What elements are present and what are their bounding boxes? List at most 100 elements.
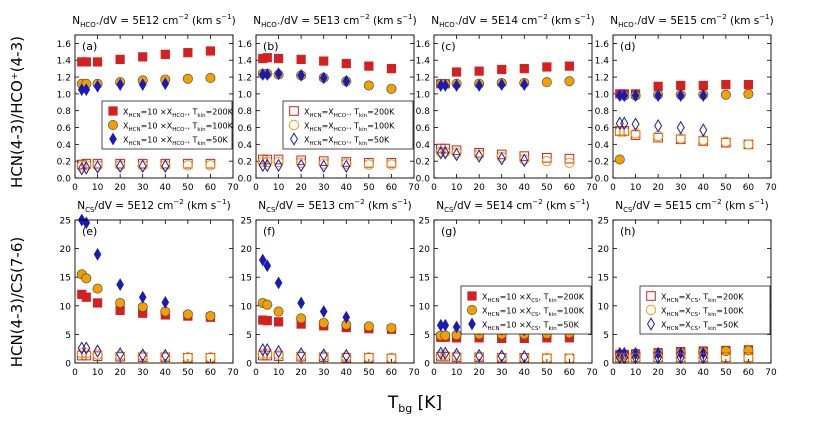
text-part: N [77, 200, 85, 212]
text-part: , T [539, 307, 549, 316]
series-10x-tkin-50k [615, 89, 708, 102]
data-point [138, 52, 148, 62]
data-point [564, 76, 575, 87]
text-part: ) [232, 15, 236, 27]
text-part: HCN [309, 127, 321, 133]
data-point [319, 71, 328, 85]
x-tick-label: 70 [586, 368, 598, 378]
text-part: /dV = 5E12 cm [100, 15, 179, 27]
text-part: −2 [178, 13, 188, 21]
text-part: CS [531, 326, 539, 332]
text-part: N [72, 15, 80, 27]
text-part: , T [349, 108, 359, 117]
y-tick-label: 25 [60, 217, 71, 227]
text-part: X [661, 321, 667, 330]
xlabel-unit: [K] [412, 393, 442, 413]
data-point [138, 290, 147, 304]
text-part: −2 [354, 198, 364, 206]
data-point [273, 53, 284, 64]
text-part: HCO⁺ [334, 112, 349, 119]
text-part: /dV = 5E14 cm [459, 15, 538, 27]
data-point [297, 296, 305, 310]
data-point [82, 161, 91, 175]
text-part: ) [586, 200, 590, 212]
y-tick-label: 1.6 [238, 40, 253, 50]
y-tick-label: 0.0 [57, 175, 72, 185]
y-tick-label: 0.6 [416, 124, 431, 134]
series-10x-tkin-50k [77, 77, 170, 97]
legend-marker [645, 304, 657, 316]
y-tick-label: 0.2 [595, 158, 609, 168]
text-part: kin [549, 298, 558, 304]
axes-frame [74, 34, 234, 179]
y-tick-label: 20 [598, 245, 610, 255]
data-point [564, 157, 575, 169]
data-point [542, 153, 552, 163]
data-point [92, 349, 103, 360]
legend-box [639, 285, 771, 335]
panel-label: (c) [441, 40, 456, 53]
data-point [273, 156, 284, 168]
x-tick-label: 30 [675, 183, 687, 193]
data-point [743, 80, 754, 90]
panel-label: (h) [620, 225, 636, 238]
text-part: CS [266, 206, 276, 214]
text-part: HCN [666, 298, 678, 304]
y-tick-label: 1.0 [238, 90, 253, 100]
x-tick-label: 70 [586, 183, 598, 193]
data-point [654, 89, 662, 102]
text-part: HCO⁺ [334, 140, 349, 147]
data-point [342, 310, 351, 324]
panel-title: NHCO⁺/dV = 5E12 cm−2 (km s−1) [72, 13, 235, 29]
series-1x-tkin-100k [257, 156, 397, 170]
data-point [319, 348, 328, 362]
panel-label: (g) [441, 225, 457, 238]
y-tick-label: 0.6 [595, 124, 610, 134]
text-part: , T [539, 293, 549, 302]
data-point [296, 313, 307, 324]
y-tick-label: 0.8 [238, 107, 253, 117]
x-tick-label: 0 [72, 183, 78, 193]
legend-marker [108, 106, 118, 116]
x-tick-label: 20 [473, 368, 485, 378]
data-point [182, 160, 194, 171]
global-xlabel: Tbg [K] [387, 393, 442, 415]
text-part: =200K [206, 108, 234, 117]
text-part: −2 [173, 198, 183, 206]
data-point [386, 323, 397, 334]
data-point [161, 348, 170, 363]
data-point [363, 352, 375, 363]
data-point [363, 80, 374, 91]
data-point [564, 153, 575, 164]
text-part: −1 [575, 198, 585, 206]
text-part: −2 [532, 198, 542, 206]
data-point [652, 130, 664, 142]
data-point [319, 305, 328, 318]
x-tick-label: 0 [253, 183, 259, 193]
data-point [440, 330, 451, 341]
data-point [257, 348, 268, 360]
legend-label: XHCN=10 ×XHCO⁺, Tkin=50K [123, 136, 228, 148]
data-point [620, 89, 629, 102]
x-tick-label: 70 [408, 368, 420, 378]
axes-frame [433, 34, 593, 179]
x-tick-label: 40 [698, 368, 710, 378]
x-tick-label: 10 [630, 368, 642, 378]
legend-label: XHCN=XHCO⁺, Tkin=200K [304, 108, 395, 120]
data-point [542, 62, 552, 72]
text-part: =10 ×X [141, 122, 173, 131]
x-tick-label: 30 [318, 368, 330, 378]
panel-b: NHCO⁺/dV = 5E13 cm−2 (km s−1)0 10 20 30 40 50… [238, 13, 420, 193]
data-point [475, 149, 484, 163]
text-part: −1 [221, 13, 231, 21]
text-part: =200K [557, 293, 585, 302]
panel-e: NCS/dV = 5E12 cm−2 (km s−1)0 10 20 30 40 50 60… [60, 198, 239, 378]
text-part: HCO⁺ [439, 21, 459, 29]
legend-label: XHCN=XHCO⁺, Tkin=50K [304, 136, 390, 148]
data-point [676, 80, 686, 91]
data-point [182, 73, 193, 84]
y-tick-label: 25 [419, 217, 430, 227]
data-point [654, 119, 663, 133]
text-part: , T [698, 293, 708, 302]
data-point [541, 77, 552, 88]
